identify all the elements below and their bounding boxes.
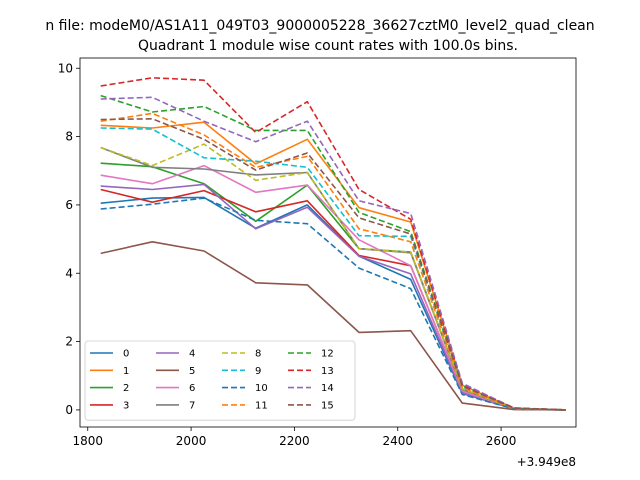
x-tick-label: 2000: [176, 434, 207, 448]
legend-label-8: 8: [255, 349, 261, 360]
legend-label-4: 4: [189, 349, 195, 360]
series-layer: [100, 77, 566, 411]
series-line-12: [100, 94, 566, 411]
chart-title: Quadrant 1 module wise count rates with …: [138, 38, 518, 54]
legend-label-3: 3: [123, 400, 129, 411]
series-line-4: [100, 183, 566, 411]
x-tick-label: 2400: [382, 434, 413, 448]
y-tick-label: 4: [65, 266, 73, 280]
legend-label-6: 6: [189, 383, 195, 394]
legend-label-5: 5: [189, 366, 195, 377]
x-tick-label: 2200: [279, 434, 310, 448]
plot-frame: [79, 57, 577, 428]
series-line-15: [100, 118, 566, 411]
legend-label-9: 9: [255, 366, 261, 377]
legend-label-12: 12: [321, 349, 334, 360]
legend-label-0: 0: [123, 349, 129, 360]
y-tick-label: 8: [65, 130, 73, 144]
series-line-11: [100, 112, 566, 411]
series-line-10: [100, 197, 566, 411]
series-line-5: [100, 241, 566, 411]
legend-label-13: 13: [321, 366, 334, 377]
y-tick-label: 0: [65, 403, 73, 417]
series-line-1: [100, 121, 566, 411]
y-tick-label: 6: [65, 198, 73, 212]
legend-label-15: 15: [321, 400, 334, 411]
x-tick-label: 2600: [486, 434, 517, 448]
series-line-9: [100, 127, 566, 411]
legend-label-2: 2: [123, 383, 129, 394]
x-tick-label: 1800: [72, 434, 103, 448]
legend-label-7: 7: [189, 400, 195, 411]
y-tick-label: 2: [65, 335, 73, 349]
series-line-6: [100, 164, 566, 411]
series-line-8: [100, 143, 566, 411]
x-offset-label: +3.949e8: [517, 455, 576, 469]
y-tick-label: 10: [58, 61, 73, 75]
legend-label-11: 11: [255, 400, 268, 411]
legend-label-1: 1: [123, 366, 129, 377]
legend-box: [84, 340, 356, 421]
legend-label-10: 10: [255, 383, 268, 394]
legend-label-14: 14: [321, 383, 334, 394]
series-line-13: [100, 77, 566, 411]
figure-suptitle: n file: modeM0/AS1A11_049T03_9000005228_…: [45, 18, 594, 34]
